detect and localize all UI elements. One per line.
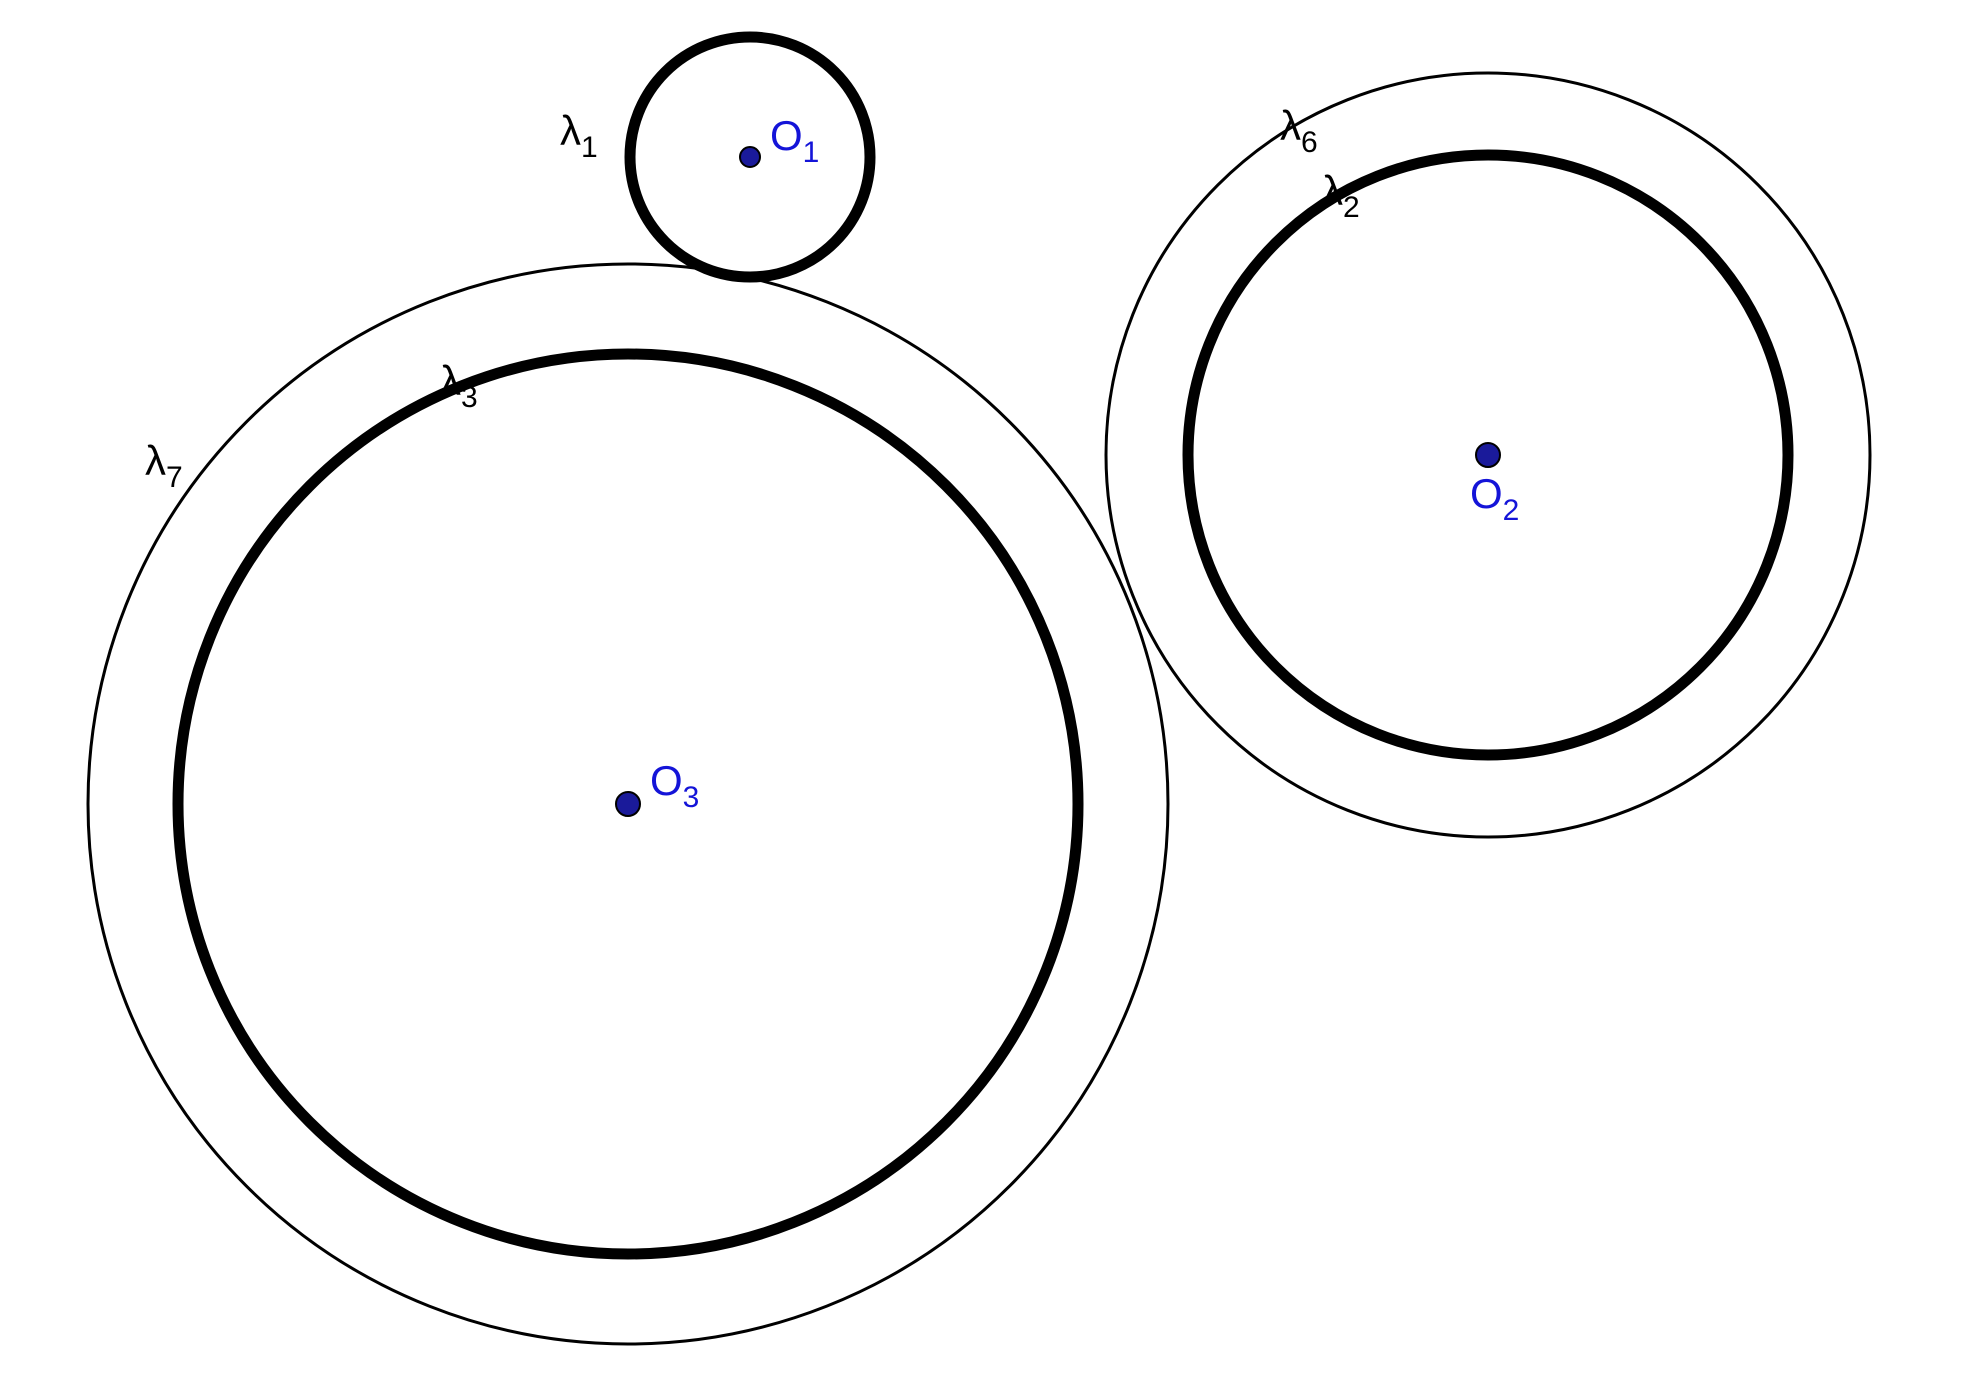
- point-O1: [740, 147, 760, 167]
- label-lambda2: λ2: [1322, 167, 1360, 224]
- label-lambda1: λ1: [560, 107, 598, 164]
- label-O1: O1: [770, 112, 819, 169]
- label-lambda3: λ3: [440, 357, 478, 414]
- point-O3: [616, 792, 640, 816]
- label-O3: O3: [650, 757, 699, 814]
- label-lambda7: λ7: [145, 437, 183, 494]
- point-O2: [1476, 443, 1500, 467]
- label-O2: O2: [1470, 470, 1519, 527]
- label-lambda6: λ6: [1280, 102, 1318, 159]
